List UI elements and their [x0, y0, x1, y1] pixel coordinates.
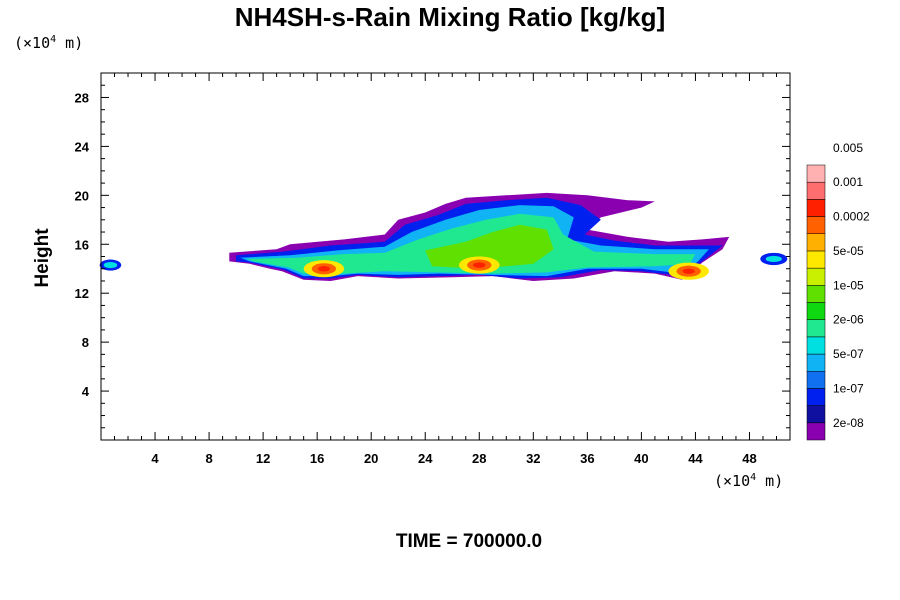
- colorbar-label: 0.001: [833, 175, 863, 189]
- colorbar-swatch: [806, 285, 826, 303]
- colorbar-swatch: [806, 302, 826, 320]
- y-axis-unit: (×104 m): [14, 34, 84, 52]
- colorbar-swatch: [806, 319, 826, 338]
- colorbar-label: 0.0002: [833, 210, 870, 224]
- y-tick-label: 24: [75, 139, 90, 154]
- colorbar-label: 2e-08: [833, 416, 864, 430]
- x-tick-label: 4: [151, 451, 159, 466]
- colorbar-swatch: [806, 216, 826, 234]
- patch-left-inner: [103, 262, 118, 269]
- y-tick-label: 8: [82, 335, 89, 350]
- y-tick-label: 12: [75, 286, 89, 301]
- hot-spot-0-red: [317, 266, 330, 272]
- x-tick-label: 12: [256, 451, 270, 466]
- x-axis-unit: (×104 m): [714, 472, 784, 490]
- colorbar-swatch: [806, 371, 826, 389]
- colorbar-label: 5e-07: [833, 347, 864, 361]
- hot-spot-1-red: [473, 262, 486, 268]
- colorbar-swatch: [806, 336, 826, 355]
- x-tick-label: 32: [526, 451, 540, 466]
- x-tick-label: 48: [742, 451, 756, 466]
- hot-spot-2-red: [682, 268, 695, 274]
- colorbar-swatch: [806, 199, 826, 217]
- y-tick-label: 16: [75, 237, 89, 252]
- colorbar-swatch: [806, 422, 826, 441]
- y-tick-label: 20: [75, 188, 89, 203]
- cloud-core: [425, 224, 554, 269]
- colorbar-swatch: [806, 353, 826, 372]
- colorbar-swatch: [806, 388, 826, 406]
- x-tick-label: 16: [310, 451, 324, 466]
- chart-title: NH4SH-s-Rain Mixing Ratio [kg/kg]: [234, 2, 666, 32]
- colorbar-label: 1e-07: [833, 381, 864, 395]
- colorbar-swatch: [806, 164, 826, 183]
- colorbar-swatch: [806, 181, 826, 200]
- patch-right-inner: [765, 255, 782, 263]
- x-tick-label: 24: [418, 451, 433, 466]
- colorbar-label: 1e-05: [833, 278, 864, 292]
- colorbar-swatch: [806, 250, 826, 269]
- y-tick-label: 28: [75, 90, 89, 105]
- x-tick-label: 40: [634, 451, 648, 466]
- x-tick-label: 44: [688, 451, 703, 466]
- colorbar-label: 0.005: [833, 141, 863, 155]
- colorbar-swatch: [806, 405, 826, 424]
- colorbar-swatch: [806, 233, 826, 252]
- x-tick-label: 20: [364, 451, 378, 466]
- y-tick-label: 4: [82, 384, 90, 399]
- x-tick-label: 28: [472, 451, 486, 466]
- colorbar-label: 2e-06: [833, 313, 864, 327]
- colorbar-label: 5e-05: [833, 244, 864, 258]
- x-tick-label: 8: [205, 451, 212, 466]
- colorbar-swatch: [806, 267, 826, 286]
- time-label: TIME = 700000.0: [395, 531, 543, 552]
- x-tick-label: 36: [580, 451, 594, 466]
